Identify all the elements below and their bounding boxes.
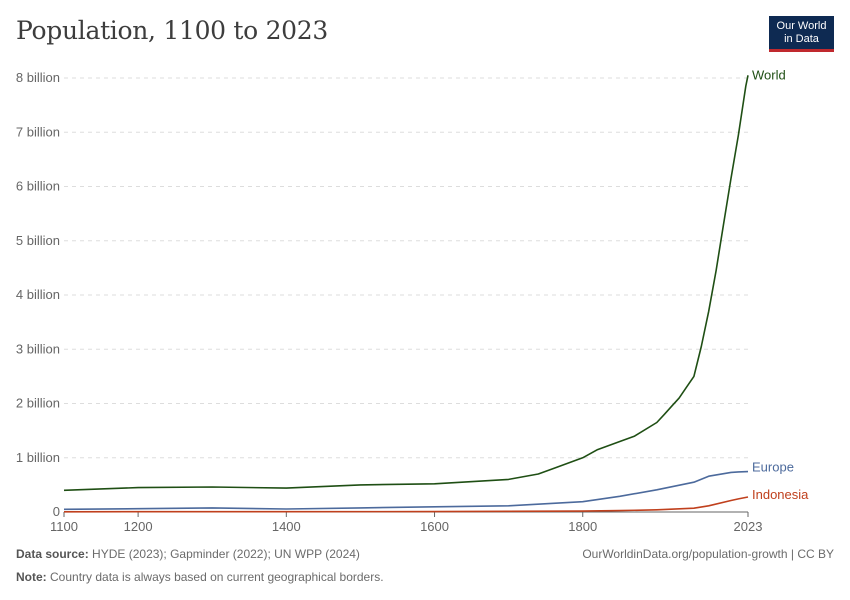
grid-lines [64,77,748,459]
y-axis-labels: 0 1 billion 2 billion 3 billion 4 billion 5 b… [16,70,60,519]
y-tick-label: 1 billion [16,450,60,465]
owid-logo[interactable]: Our World in Data [769,16,834,52]
logo-line-1: Our World [776,20,827,32]
y-tick-label: 6 billion [16,179,60,194]
logo-line-2: in Data [784,33,819,45]
data-source: Data source: HYDE (2023); Gapminder (202… [16,547,360,561]
y-tick-label: 5 billion [16,233,60,248]
series-line-europe [63,470,749,511]
x-tick-label: 1800 [568,519,597,534]
x-tick-label: 1600 [420,519,449,534]
y-tick-label: 8 billion [16,70,60,85]
source-link[interactable]: OurWorldinData.org/population-growth | C… [582,547,834,561]
series-labels: World Europe Indonesia [752,67,809,502]
y-tick-label: 3 billion [16,341,60,356]
series-line-world [63,75,749,492]
x-tick-label: 1400 [272,519,301,534]
x-tick-label: 2023 [734,519,763,534]
series-label-indonesia: Indonesia [752,487,809,502]
series-label-europe: Europe [752,460,794,475]
x-tick-label: 1100 [50,519,78,534]
data-source-label: Data source: [16,547,89,561]
y-tick-label: 2 billion [16,396,60,411]
y-tick-label: 4 billion [16,287,60,302]
x-axis: 1100 1200 1400 1600 1800 2023 [50,511,763,534]
series-label-world: World [752,67,786,82]
series-line-indonesia [63,496,749,513]
series-lines [63,75,749,513]
note-text: Country data is always based on current … [50,570,384,584]
x-tick-label: 1200 [124,519,153,534]
chart-title: Population, 1100 to 2023 [16,16,328,45]
y-tick-label: 7 billion [16,124,60,139]
y-tick-label: 0 [53,504,60,519]
note: Note: Country data is always based on cu… [16,570,384,584]
data-source-text: HYDE (2023); Gapminder (2022); UN WPP (2… [92,547,360,561]
note-label: Note: [16,570,47,584]
